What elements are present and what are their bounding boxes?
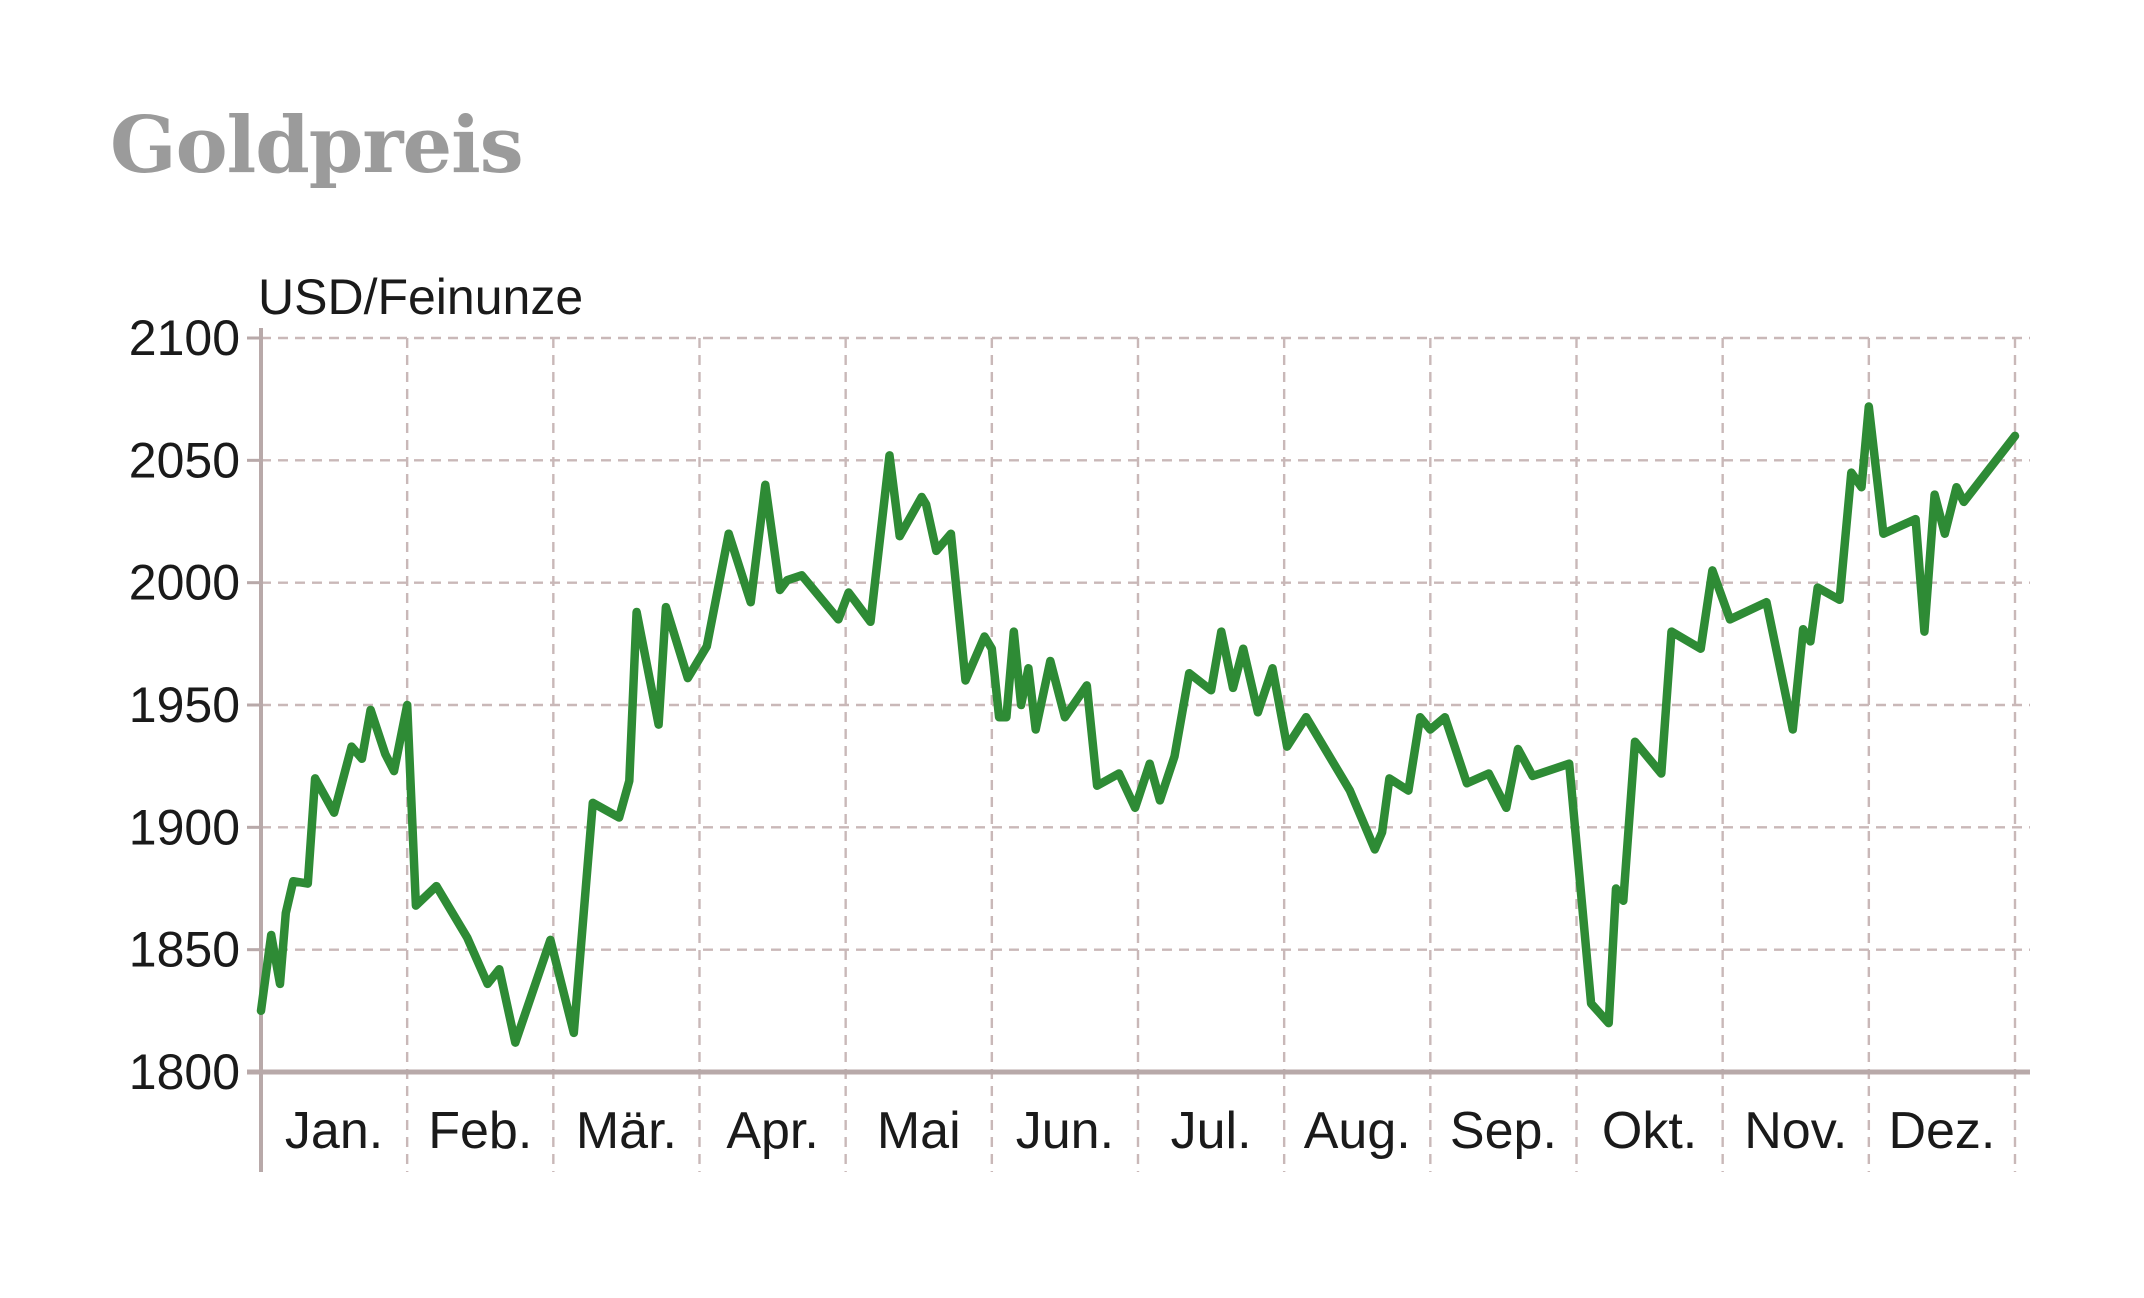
x-tick-label: Jun. — [1016, 1102, 1114, 1160]
x-tick-label: Apr. — [726, 1102, 819, 1160]
x-tick-label: Sep. — [1450, 1102, 1557, 1160]
series-line-goldpreis — [256, 402, 2020, 1047]
y-tick-label: 2100 — [129, 310, 240, 366]
chart-title: Goldpreis — [110, 100, 524, 191]
x-tick-label: Jul. — [1171, 1102, 1252, 1160]
x-tick-label: Aug. — [1304, 1102, 1411, 1160]
y-tick-label: 1950 — [129, 677, 240, 733]
x-tick-label: Mär. — [576, 1102, 677, 1160]
x-tick-label: Dez. — [1888, 1102, 1995, 1160]
y-tick-label: 1900 — [129, 799, 240, 855]
y-tick-label: 1850 — [129, 922, 240, 978]
y-axis-label: USD/Feinunze — [258, 269, 584, 325]
x-tick-label: Nov. — [1744, 1102, 1847, 1160]
x-tick-label: Feb. — [428, 1102, 532, 1160]
x-tick-label: Jan. — [285, 1102, 383, 1160]
y-tick-label: 2050 — [129, 432, 240, 488]
y-tick-label: 2000 — [129, 555, 240, 611]
x-tick-label: Mai — [877, 1102, 961, 1160]
x-tick-label: Okt. — [1602, 1102, 1697, 1160]
y-tick-label: 1800 — [129, 1044, 240, 1100]
